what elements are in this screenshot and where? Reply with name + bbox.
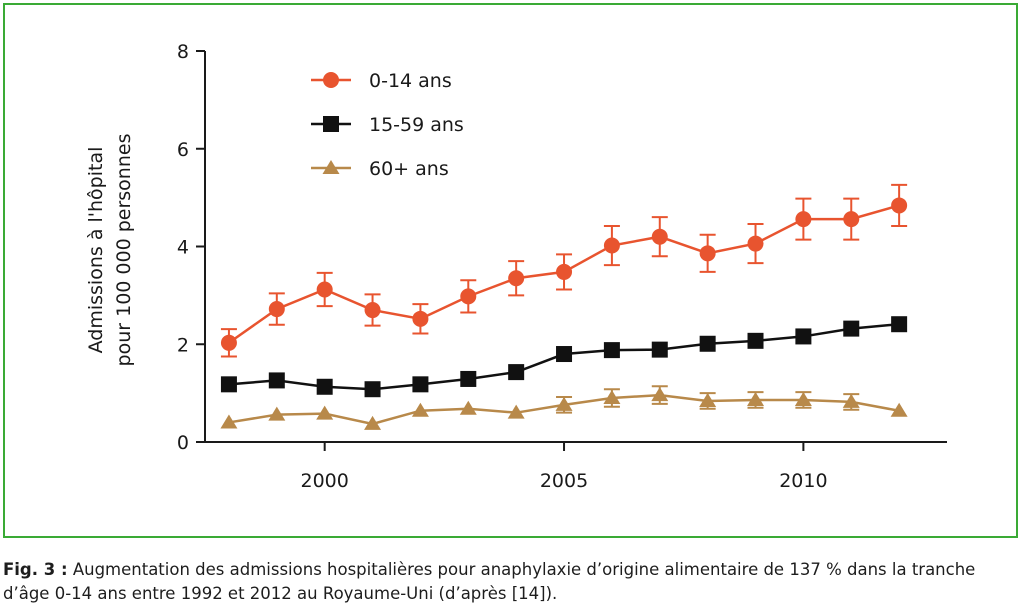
data-point — [364, 415, 382, 430]
data-point — [268, 406, 286, 421]
y-tick-label: 8 — [177, 41, 189, 63]
data-point — [651, 341, 668, 358]
series-layer — [220, 183, 908, 430]
data-point — [842, 393, 860, 408]
x-tick-label: 2000 — [300, 470, 348, 492]
data-point — [890, 402, 908, 417]
series-2 — [220, 385, 908, 430]
data-point — [747, 235, 764, 252]
data-point — [316, 281, 333, 298]
data-point — [556, 346, 573, 363]
y-tick-label: 2 — [177, 334, 189, 356]
data-point — [268, 372, 285, 389]
data-point — [460, 288, 477, 305]
legend-label: 15-59 ans — [369, 114, 464, 136]
legend-marker — [322, 160, 340, 174]
chart-frame: 0 2 4 6 8 2000 2005 2010 0-14 ans 15-59 ans 60+ a… — [3, 3, 1018, 538]
data-point — [220, 334, 237, 351]
y-tick-label: 6 — [177, 139, 189, 161]
legend-label: 0-14 ans — [369, 70, 452, 92]
data-point — [794, 391, 812, 406]
data-point — [699, 335, 716, 352]
data-point — [603, 342, 620, 359]
data-point — [460, 370, 477, 387]
data-point — [364, 381, 381, 398]
data-point — [412, 310, 429, 327]
data-point — [268, 301, 285, 318]
data-point — [411, 402, 429, 417]
data-point — [459, 400, 477, 415]
data-point — [412, 376, 429, 393]
legend-marker — [323, 72, 339, 88]
y-axis-title-line1: Admissions à l'hôpital — [85, 147, 107, 354]
line-chart: 0 2 4 6 8 2000 2005 2010 0-14 ans 15-59 ans 60+ a… — [85, 41, 947, 492]
data-point — [651, 228, 668, 245]
caption-text: Augmentation des admissions hospitalière… — [3, 560, 976, 603]
data-point — [555, 396, 573, 411]
series-1 — [220, 316, 908, 398]
data-point — [747, 332, 764, 349]
caption-label: Fig. 3 : — [3, 560, 68, 579]
data-point — [795, 211, 812, 228]
data-point — [364, 302, 381, 319]
data-point — [603, 237, 620, 254]
data-point — [699, 392, 717, 407]
data-point — [316, 378, 333, 395]
y-tick-label: 0 — [177, 432, 189, 454]
series-0 — [220, 183, 908, 358]
figure-caption: Fig. 3 : Augmentation des admissions hos… — [3, 558, 1021, 606]
data-point — [795, 328, 812, 345]
data-point — [603, 390, 621, 405]
x-tick-label: 2005 — [540, 470, 588, 492]
data-point — [508, 364, 525, 381]
data-point — [699, 245, 716, 262]
data-point — [651, 387, 669, 402]
data-point — [220, 376, 237, 393]
legend-marker — [323, 116, 339, 132]
data-point — [556, 263, 573, 280]
data-point — [891, 316, 908, 333]
data-point — [843, 320, 860, 337]
y-tick-label: 4 — [177, 237, 189, 259]
data-point — [747, 391, 765, 406]
y-axis-title-line2: pour 100 000 personnes — [113, 134, 135, 367]
data-point — [843, 211, 860, 228]
axes: 0 2 4 6 8 2000 2005 2010 — [177, 41, 947, 492]
x-tick-label: 2010 — [779, 470, 827, 492]
data-point — [316, 405, 334, 420]
data-point — [508, 270, 525, 287]
legend: 0-14 ans 15-59 ans 60+ ans — [311, 70, 464, 180]
data-point — [507, 404, 525, 419]
legend-label: 60+ ans — [369, 158, 449, 180]
data-point — [891, 197, 908, 214]
data-point — [220, 414, 238, 429]
